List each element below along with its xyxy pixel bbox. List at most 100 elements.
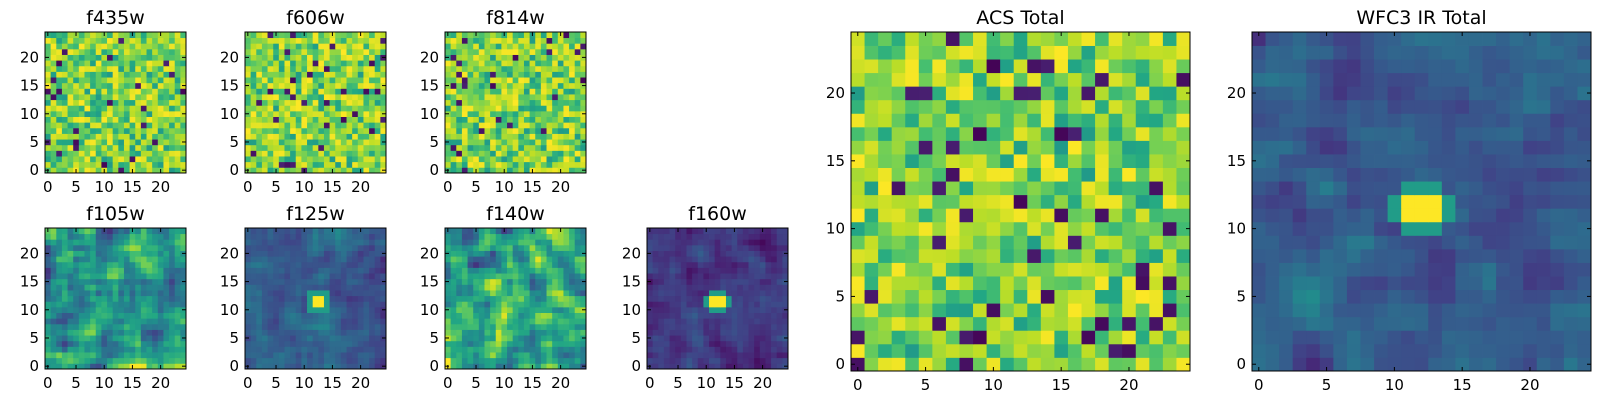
heatmap-cell: [369, 161, 376, 168]
heatmap-cell: [318, 156, 325, 163]
heatmap-cell: [557, 110, 564, 117]
heatmap-cell: [501, 346, 508, 353]
heatmap-cell: [776, 284, 783, 291]
heatmap-cell: [323, 156, 330, 163]
heatmap-cell: [152, 156, 159, 163]
heatmap-cell: [658, 312, 665, 319]
heatmap-cell: [135, 256, 142, 263]
heatmap-cell: [174, 48, 181, 55]
heatmap-cell: [245, 161, 252, 168]
heatmap-cell: [335, 161, 342, 168]
heatmap-cell: [523, 32, 530, 39]
heatmap-cell: [146, 105, 153, 112]
heatmap-cell: [169, 329, 176, 336]
heatmap-cell: [90, 94, 97, 101]
heatmap-cell: [250, 65, 257, 72]
heatmap-cell: [478, 105, 485, 112]
heatmap-cell: [703, 352, 710, 359]
heatmap-cell: [357, 99, 364, 106]
x-tick-label: 5: [271, 178, 281, 196]
heatmap-cell: [50, 295, 57, 302]
heatmap-cell: [157, 352, 164, 359]
heatmap-cell: [273, 261, 280, 268]
heatmap-cell: [261, 335, 268, 342]
heatmap-cell: [580, 116, 587, 123]
heatmap-cell: [323, 306, 330, 313]
heatmap-cell: [680, 318, 687, 325]
heatmap-cell: [574, 54, 581, 61]
heatmap-cell: [478, 329, 485, 336]
heatmap-cell: [340, 94, 347, 101]
heatmap-cell: [529, 352, 536, 359]
heatmap-cell: [374, 105, 381, 112]
heatmap-cell: [135, 82, 142, 89]
heatmap-cell: [518, 150, 525, 157]
heatmap-cell: [374, 329, 381, 336]
heatmap-cell: [484, 346, 491, 353]
heatmap-cell: [135, 284, 142, 291]
heatmap-cell: [703, 256, 710, 263]
heatmap-cell: [686, 273, 693, 280]
heatmap-cell: [140, 273, 147, 280]
heatmap-cell: [135, 363, 142, 370]
heatmap-cell: [563, 150, 570, 157]
heatmap-cell: [152, 77, 159, 84]
heatmap-cell: [61, 54, 68, 61]
heatmap-cell: [864, 167, 879, 182]
heatmap-cell: [112, 357, 119, 364]
heatmap-cell: [140, 94, 147, 101]
heatmap-cell: [574, 48, 581, 55]
heatmap-cell: [340, 99, 347, 106]
heatmap-cell: [523, 116, 530, 123]
heatmap-cell: [56, 323, 63, 330]
heatmap-cell: [652, 363, 659, 370]
heatmap-cell: [771, 256, 778, 263]
heatmap-cell: [680, 323, 687, 330]
heatmap-cell: [546, 43, 553, 50]
heatmap-cell: [782, 228, 789, 235]
heatmap-cell: [140, 99, 147, 106]
heatmap-cell: [146, 335, 153, 342]
heatmap-cell: [129, 37, 136, 44]
heatmap-cell: [290, 290, 297, 297]
heatmap-cell: [490, 363, 497, 370]
heatmap-cell: [686, 244, 693, 251]
heatmap-cell: [250, 133, 257, 140]
heatmap-cell: [129, 65, 136, 72]
heatmap-cell: [569, 233, 576, 240]
heatmap-cell: [759, 273, 766, 280]
heatmap-cell: [658, 301, 665, 308]
heatmap-cell: [529, 335, 536, 342]
heatmap-cell: [782, 284, 789, 291]
heatmap-cell: [507, 340, 514, 347]
heatmap-cell: [692, 284, 699, 291]
heatmap-cell: [512, 32, 519, 39]
heatmap-cell: [720, 318, 727, 325]
heatmap-cell: [380, 323, 387, 330]
heatmap-cell: [78, 329, 85, 336]
heatmap-cell: [563, 161, 570, 168]
heatmap-cell: [50, 116, 57, 123]
heatmap-cell: [107, 144, 114, 151]
heatmap-cell: [450, 150, 457, 157]
heatmap-cell: [180, 133, 187, 140]
heatmap-cell: [169, 82, 176, 89]
heatmap-cell: [50, 105, 57, 112]
heatmap-cell: [686, 290, 693, 297]
heatmap-cell: [945, 330, 960, 345]
heatmap-cell: [945, 235, 960, 250]
heatmap-cell: [535, 161, 542, 168]
heatmap-cell: [1067, 248, 1082, 263]
heatmap-cell: [535, 37, 542, 44]
heatmap-cell: [529, 48, 536, 55]
heatmap-cell: [1013, 289, 1028, 304]
heatmap-cell: [174, 267, 181, 274]
heatmap-cell: [563, 244, 570, 251]
heatmap-cell: [323, 144, 330, 151]
heatmap-cell: [529, 273, 536, 280]
heatmap-cell: [905, 194, 920, 209]
heatmap-cell: [357, 261, 364, 268]
heatmap-cell: [135, 127, 142, 134]
heatmap-cell: [335, 239, 342, 246]
heatmap-cell: [1054, 276, 1069, 291]
